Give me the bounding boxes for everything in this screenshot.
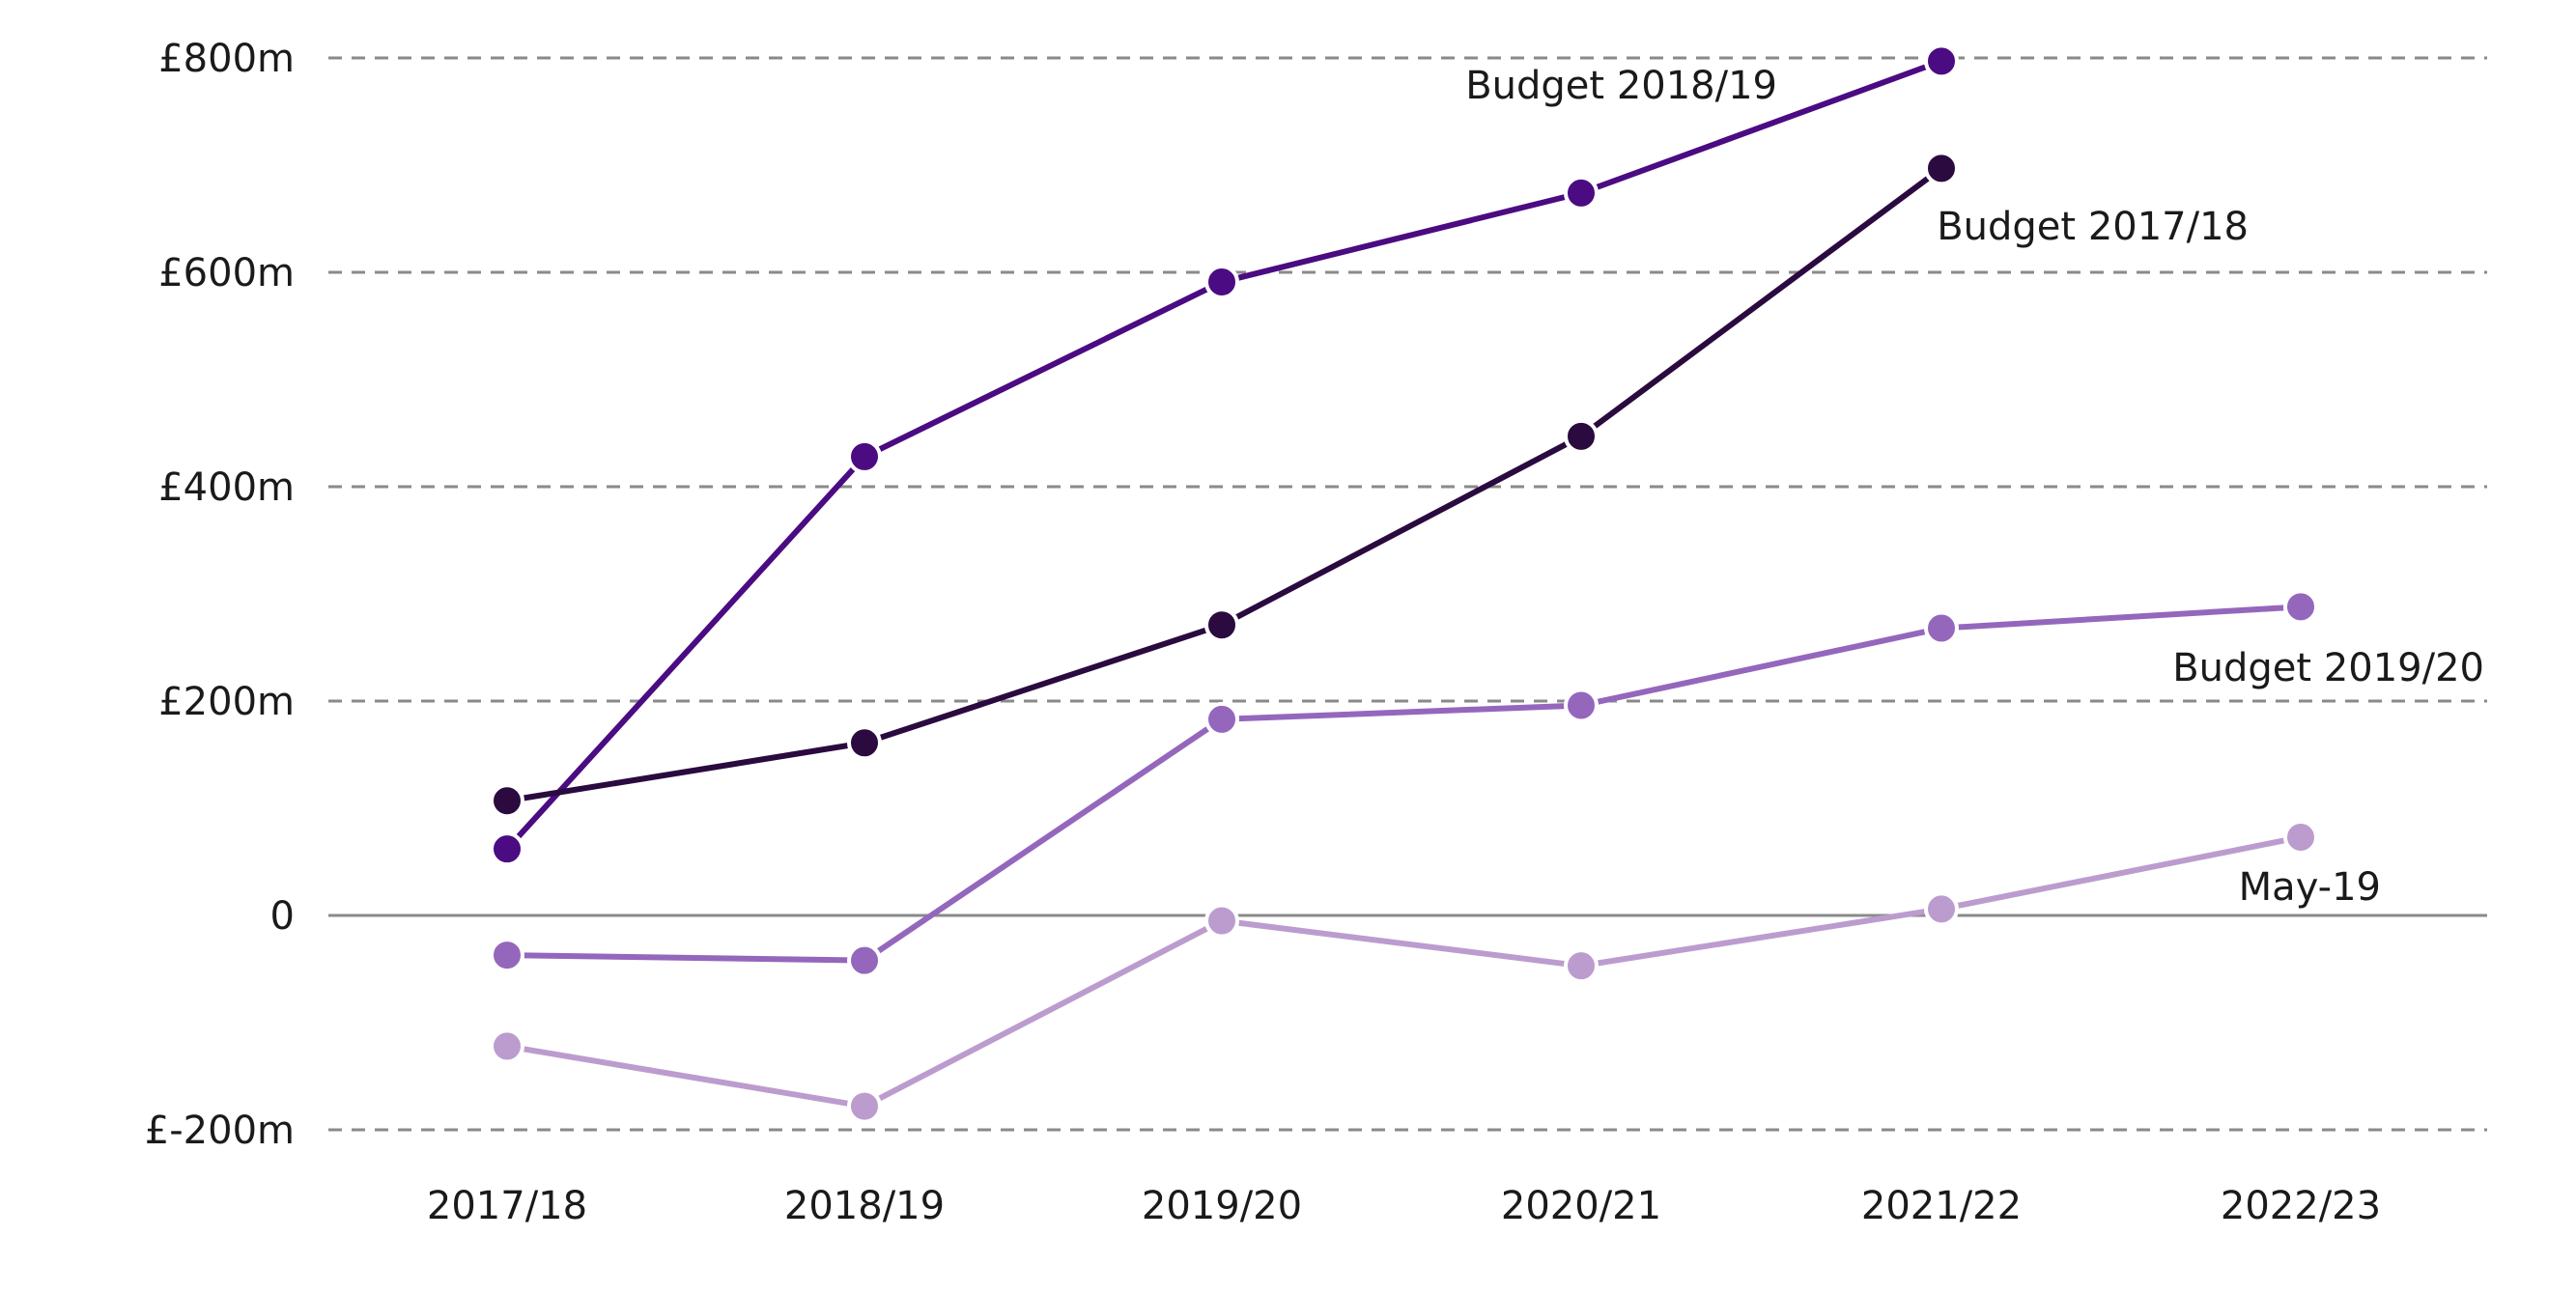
series-may-19 (490, 819, 2318, 1124)
x-tick-label: 2021/22 (1861, 1184, 2022, 1228)
data-point (847, 1088, 882, 1124)
series-line (504, 833, 2304, 1110)
data-point (847, 725, 882, 761)
y-tick-label: £200m (158, 680, 295, 724)
gridlines (328, 56, 2487, 1132)
x-tick-label: 2019/20 (1142, 1184, 1302, 1228)
data-point (1564, 418, 1599, 454)
data-point (1924, 891, 1959, 927)
data-point (490, 783, 524, 819)
data-point (1924, 151, 1959, 186)
data-point (1204, 903, 1239, 939)
series-budget-2019-20 (490, 589, 2318, 978)
series-labels: Budget 2018/19 Budget 2017/18 Budget 2019/… (1465, 64, 2484, 910)
y-tick-label: £400m (158, 465, 295, 510)
series-budget-2018-19 (490, 43, 1959, 867)
x-tick-label: 2017/18 (427, 1184, 587, 1228)
x-tick-label: 2018/19 (784, 1184, 945, 1228)
series-budget-2017-18 (490, 151, 1959, 819)
data-point (2283, 589, 2318, 625)
y-axis-ticks: £-200m 0 £200m £400m £600m £800m (145, 37, 295, 1153)
data-point (1564, 175, 1599, 211)
data-point (1564, 688, 1599, 723)
x-tick-label: 2020/21 (1501, 1184, 1661, 1228)
data-point (1924, 610, 1959, 646)
series-label: Budget 2017/18 (1937, 205, 2249, 249)
data-point (2283, 819, 2318, 855)
series-line (504, 604, 2304, 964)
data-point (1924, 43, 1959, 79)
y-tick-label: £800m (158, 37, 295, 81)
y-tick-label: £-200m (145, 1109, 295, 1153)
data-point (1204, 264, 1239, 299)
data-point (1204, 701, 1239, 737)
series-lines (490, 43, 2318, 1124)
y-tick-label: £600m (158, 251, 295, 295)
data-point (490, 1028, 524, 1064)
data-point (847, 438, 882, 474)
series-label: May-19 (2239, 865, 2381, 910)
series-label: Budget 2018/19 (1465, 64, 1777, 108)
y-tick-label: 0 (270, 894, 295, 939)
data-point (1564, 948, 1599, 984)
data-point (1204, 607, 1239, 643)
data-point (847, 942, 882, 978)
data-point (490, 938, 524, 973)
x-tick-label: 2022/23 (2221, 1184, 2381, 1228)
data-point (490, 831, 524, 867)
x-axis-ticks: 2017/18 2018/19 2019/20 2020/21 2021/22 2022/… (427, 1184, 2381, 1228)
series-label: Budget 2019/20 (2172, 646, 2484, 690)
